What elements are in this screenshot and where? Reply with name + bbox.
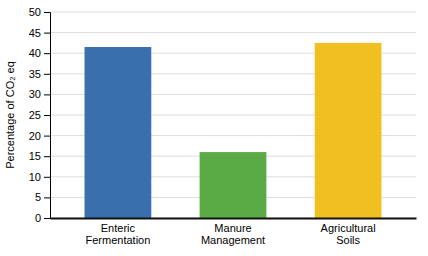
y-tick-mark	[44, 218, 50, 219]
y-tick-label: 45	[29, 27, 41, 39]
y-tick-label: 5	[35, 191, 41, 203]
y-tick-label: 50	[29, 6, 41, 18]
y-tick-mark	[44, 12, 50, 13]
bars	[85, 43, 382, 218]
x-tick-label: AgriculturalSoils	[321, 222, 376, 247]
y-tick-mark	[44, 53, 50, 54]
y-tick-mark	[44, 177, 50, 178]
chart: 0 5 10 15 20 25 30 35 40 45 50 EntericFermentation M…	[0, 0, 428, 256]
y-tick-mark	[44, 115, 50, 116]
bar	[85, 47, 152, 218]
y-tick-mark	[44, 33, 50, 34]
plot-area: 0 5 10 15 20 25 30 35 40 45 50 EntericFermentation M…	[29, 6, 417, 246]
x-tick-label-line: Agricultural	[321, 222, 376, 234]
x-tick: EntericFermentation	[85, 222, 150, 247]
grid-line	[50, 32, 416, 33]
bar	[315, 43, 382, 218]
y-axis-title: Percentage of CO₂ eq	[4, 61, 16, 169]
x-tick-label-line: Soils	[336, 234, 360, 246]
y-tick-mark	[44, 136, 50, 137]
y-tick: 25	[29, 109, 50, 121]
y-tick-label: 15	[29, 150, 41, 162]
y-tick: 50	[29, 6, 50, 18]
y-tick: 35	[29, 68, 50, 80]
bar	[200, 152, 267, 218]
grid	[50, 12, 416, 218]
grid-line	[50, 218, 416, 219]
y-tick-label: 25	[29, 109, 41, 121]
x-axis-line	[51, 218, 417, 220]
grid-line	[50, 12, 416, 13]
y-tick: 0	[35, 212, 50, 224]
y-tick-label: 20	[29, 130, 41, 142]
y-tick-label: 0	[35, 212, 41, 224]
y-tick: 15	[29, 150, 50, 162]
y-tick: 45	[29, 27, 50, 39]
y-tick-mark	[44, 94, 50, 95]
y-tick: 20	[29, 130, 50, 142]
x-tick-label-line: Enteric	[101, 222, 136, 234]
y-tick-label: 30	[29, 88, 41, 100]
x-tick-label-line: Fermentation	[85, 234, 150, 246]
x-axis: EntericFermentation ManureManagement Agric…	[51, 219, 417, 247]
y-axis: 0 5 10 15 20 25 30 35 40 45 50	[29, 6, 51, 224]
x-tick-label-line: Management	[201, 234, 265, 246]
x-tick: ManureManagement	[201, 222, 265, 247]
y-tick-mark	[44, 197, 50, 198]
y-tick-mark	[44, 156, 50, 157]
y-tick: 5	[35, 191, 50, 203]
x-tick-label: EntericFermentation	[85, 222, 150, 247]
y-tick-label: 10	[29, 171, 41, 183]
y-axis-line	[44, 13, 51, 219]
y-tick: 40	[29, 47, 50, 59]
x-tick-label-line: Manure	[214, 222, 251, 234]
x-tick-label: ManureManagement	[201, 222, 265, 247]
y-tick: 10	[29, 171, 50, 183]
y-tick-label: 40	[29, 47, 41, 59]
x-tick: AgriculturalSoils	[321, 222, 376, 247]
y-tick-label: 35	[29, 68, 41, 80]
y-tick: 30	[29, 88, 50, 100]
y-tick-mark	[44, 74, 50, 75]
